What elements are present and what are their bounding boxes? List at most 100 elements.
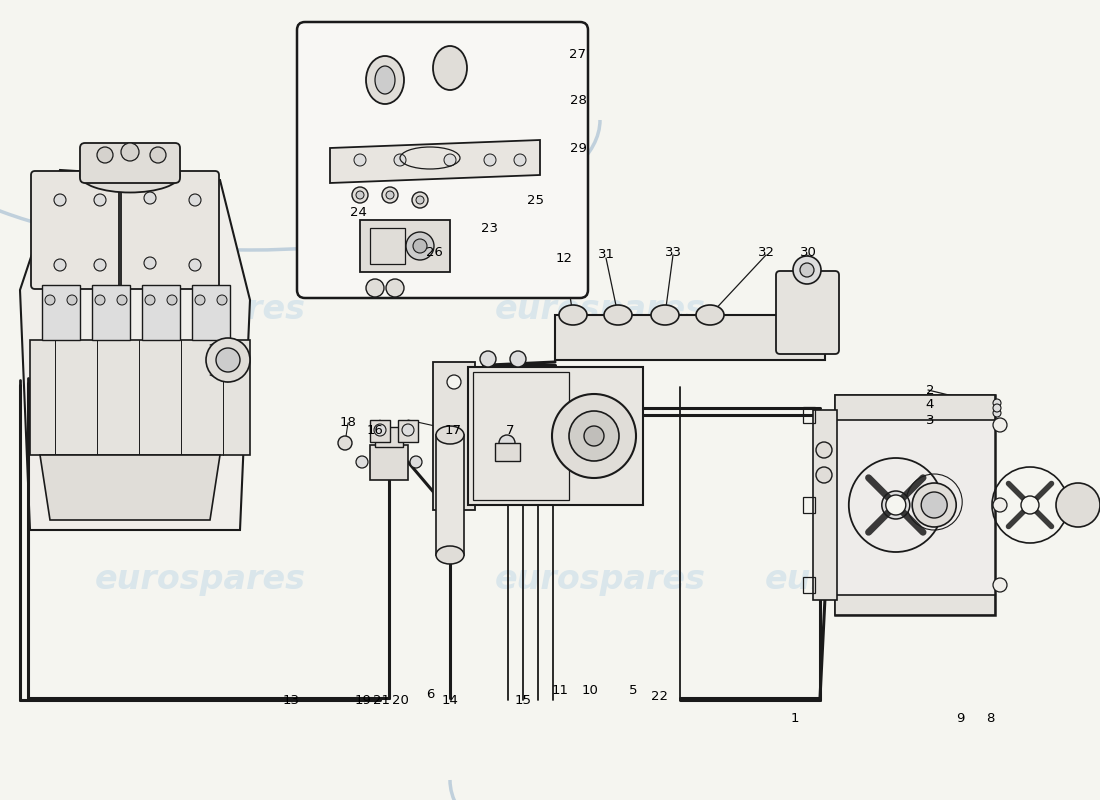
Circle shape [444,154,456,166]
Polygon shape [330,140,540,183]
Text: 29: 29 [570,142,586,154]
Circle shape [195,295,205,305]
Text: 23: 23 [482,222,498,234]
Circle shape [352,187,368,203]
Circle shape [402,424,414,436]
Circle shape [552,394,636,478]
Circle shape [144,257,156,269]
Circle shape [816,442,832,458]
Circle shape [217,295,227,305]
Circle shape [912,483,956,527]
Text: eurospares: eurospares [764,563,976,597]
Circle shape [514,154,526,166]
Ellipse shape [696,305,724,325]
Circle shape [145,295,155,305]
Circle shape [54,259,66,271]
Bar [360,220,450,272]
Bar [370,445,408,480]
Circle shape [374,424,386,436]
Text: 25: 25 [528,194,544,206]
Bar [803,407,815,423]
Text: 22: 22 [651,690,669,703]
Circle shape [189,194,201,206]
Circle shape [67,295,77,305]
Circle shape [1056,483,1100,527]
Text: 9: 9 [956,711,965,725]
Circle shape [800,263,814,277]
Text: 30: 30 [800,246,816,258]
Ellipse shape [559,305,587,325]
Circle shape [406,232,434,260]
Text: 12: 12 [556,251,572,265]
Circle shape [484,154,496,166]
Text: 6: 6 [426,689,434,702]
Circle shape [499,435,515,451]
Bar [803,577,815,593]
Text: 21: 21 [373,694,389,706]
Circle shape [416,196,424,204]
Text: 18: 18 [340,417,356,430]
FancyBboxPatch shape [297,22,588,298]
Circle shape [386,191,394,199]
Circle shape [206,338,250,382]
Circle shape [356,191,364,199]
Bar [370,228,405,264]
FancyBboxPatch shape [121,171,219,289]
Bar [398,420,418,442]
Text: 14: 14 [441,694,459,706]
Text: 32: 32 [758,246,774,258]
Polygon shape [40,455,220,520]
FancyBboxPatch shape [31,171,119,289]
Circle shape [882,491,910,519]
Circle shape [150,147,166,163]
Circle shape [993,404,1001,412]
Circle shape [886,495,905,515]
Circle shape [394,154,406,166]
Bar [468,367,644,505]
Text: eurospares: eurospares [495,294,705,326]
Ellipse shape [366,56,404,104]
Text: 7: 7 [506,423,515,437]
Bar [835,595,996,615]
Circle shape [412,192,428,208]
FancyBboxPatch shape [776,271,839,354]
Ellipse shape [436,546,464,564]
Circle shape [386,279,404,297]
Bar [495,443,520,461]
Circle shape [338,436,352,450]
Circle shape [94,259,106,271]
Circle shape [1021,496,1040,514]
Bar [803,497,815,513]
Bar [92,285,130,340]
Circle shape [356,456,369,468]
Circle shape [569,411,619,461]
Text: 4: 4 [926,398,934,411]
Circle shape [993,498,1007,512]
Circle shape [54,194,66,206]
Text: 8: 8 [986,711,994,725]
Bar [835,395,996,615]
Circle shape [921,492,947,518]
Circle shape [447,375,461,389]
Circle shape [366,279,384,297]
Text: 15: 15 [515,694,531,706]
Circle shape [480,351,496,367]
Text: 11: 11 [551,683,569,697]
Text: 10: 10 [582,683,598,697]
Circle shape [993,418,1007,432]
Circle shape [816,467,832,483]
Bar [42,285,80,340]
Circle shape [793,256,821,284]
Circle shape [97,147,113,163]
Ellipse shape [604,305,632,325]
Text: 19: 19 [354,694,372,706]
Text: 2: 2 [926,383,934,397]
Circle shape [189,259,201,271]
Circle shape [144,192,156,204]
Circle shape [382,187,398,203]
Text: eurospares: eurospares [95,563,306,597]
Text: 17: 17 [444,423,462,437]
Circle shape [993,399,1001,407]
Text: 33: 33 [664,246,682,258]
Bar [192,285,230,340]
